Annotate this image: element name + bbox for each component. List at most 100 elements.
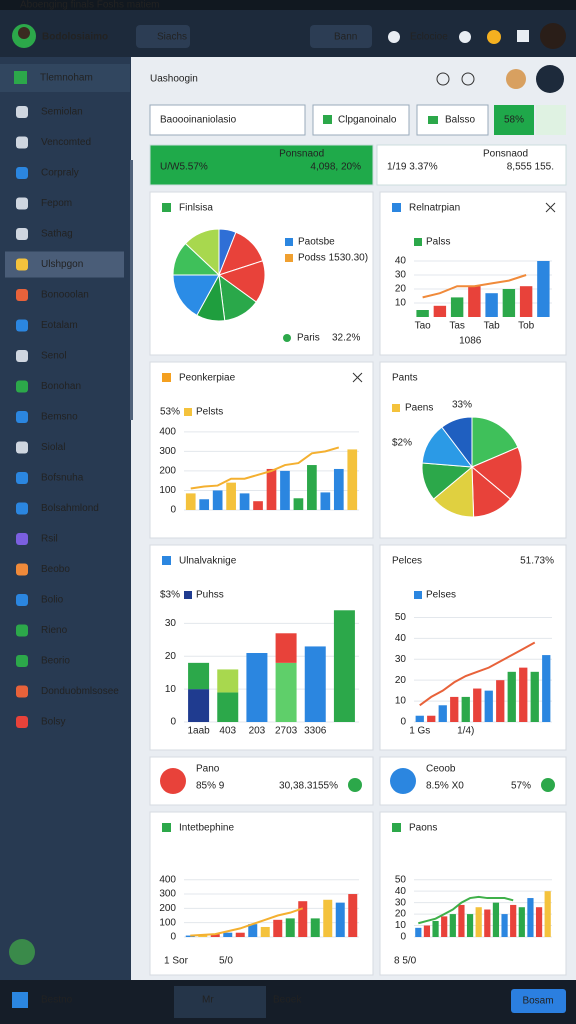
search-box[interactable] (136, 25, 190, 48)
x-tick-label: 203 (249, 726, 266, 737)
chat-icon[interactable] (459, 31, 471, 43)
x-tick-label: Tas (449, 321, 465, 332)
sidebar-item[interactable]: Sathag (41, 229, 73, 240)
sidebar-item[interactable]: Donduobmlsosee (41, 686, 119, 697)
sidebar-title: Tlemnoham (40, 73, 93, 84)
button-text[interactable]: Balsso (445, 115, 475, 126)
card-value: 57% (511, 781, 531, 792)
alert-icon[interactable] (487, 30, 501, 44)
sidebar-icon (16, 167, 28, 179)
bar (212, 490, 223, 510)
menu-box[interactable] (310, 25, 372, 48)
kpi-left: 1/19 3.37% (387, 162, 438, 173)
trend-line (190, 446, 340, 490)
sidebar-item[interactable]: Bonohan (41, 381, 81, 392)
taskbar-item[interactable]: Mr (202, 995, 214, 1006)
footer-label: 1086 (459, 336, 482, 347)
bar (185, 493, 196, 510)
panel-title: Pelces (392, 556, 422, 567)
sidebar-item[interactable]: Bofsnuha (41, 473, 84, 484)
button-icon (428, 116, 438, 124)
sidebar-item[interactable]: Senol (41, 351, 67, 362)
sidebar-item[interactable]: Bolsahmlond (41, 503, 99, 514)
account-text[interactable]: Eclocioe (410, 32, 448, 43)
legend-label: Pelsts (196, 407, 223, 418)
menu-text[interactable]: Bann (334, 32, 357, 43)
top-bar (0, 10, 576, 57)
kpi-note: Ponsnaod (483, 149, 528, 160)
taskbar-icon (12, 992, 28, 1008)
sidebar-item[interactable]: Siolal (41, 442, 65, 453)
sidebar-item[interactable]: Ulshpgon (41, 259, 83, 270)
sidebar-icon (16, 502, 28, 515)
pie-slice (184, 228, 220, 277)
sidebar-icon (16, 411, 28, 423)
panel (149, 811, 374, 976)
bar (416, 310, 429, 317)
select-text[interactable]: Baoooinaniolasio (160, 115, 237, 126)
button-text[interactable]: Clpganoinalo (338, 115, 397, 126)
sidebar-item[interactable]: Beobo (41, 564, 70, 575)
taskbar-item[interactable]: Beoek (273, 995, 302, 1006)
bar (188, 689, 210, 722)
button[interactable] (494, 105, 534, 135)
avatar-face (18, 27, 30, 39)
sidebar-item[interactable]: Fepom (41, 198, 72, 209)
y-tick-label: 20 (395, 909, 407, 920)
bar (475, 907, 482, 937)
sidebar-item[interactable]: Corpraly (41, 168, 79, 179)
sidebar-item[interactable]: Eotalam (41, 320, 78, 331)
gear-icon[interactable] (388, 31, 400, 43)
bar (304, 646, 326, 722)
menu-icon[interactable] (517, 30, 529, 42)
bar (320, 492, 331, 510)
sidebar-item[interactable]: Vencomted (41, 137, 91, 148)
sidebar-item[interactable]: Bolsy (41, 717, 65, 728)
bar (275, 633, 297, 663)
footer-label: 8 5/0 (394, 956, 417, 967)
panel-title: Finlsisa (179, 203, 213, 214)
legend-swatch (184, 408, 192, 416)
bar (484, 690, 493, 722)
search-text[interactable]: Siachs (157, 32, 187, 43)
profile-icon[interactable] (506, 69, 526, 89)
kpi-card (376, 144, 567, 186)
icon[interactable] (461, 72, 475, 86)
trend-line (418, 895, 514, 925)
sidebar-item[interactable]: Bolio (41, 595, 64, 606)
sidebar-item[interactable]: Semiolan (41, 107, 83, 118)
close-icon[interactable] (352, 372, 363, 383)
close-icon[interactable] (545, 202, 556, 213)
bar (458, 904, 465, 937)
bar (502, 289, 516, 317)
taskbar-item[interactable]: Bestno (41, 995, 73, 1006)
taskbar-button[interactable] (511, 989, 566, 1013)
user-avatar[interactable] (540, 23, 566, 49)
legend-swatch (285, 238, 293, 246)
card-icon (390, 768, 416, 794)
button-text[interactable]: 58% (504, 115, 524, 126)
taskbar-button-text[interactable]: Bosam (522, 996, 553, 1007)
sidebar-item[interactable]: Bemsno (41, 412, 78, 423)
sidebar-item[interactable]: Beorio (41, 656, 70, 667)
sidebar-icon (16, 716, 28, 728)
button[interactable] (536, 105, 566, 135)
axis-note: 53% (160, 407, 180, 418)
y-tick-label: 40 (395, 256, 407, 267)
sidebar-avatar[interactable] (9, 939, 35, 965)
kpi-card (149, 144, 374, 186)
card-value: 85% 9 (196, 781, 225, 792)
heart-icon (348, 778, 362, 792)
bar (537, 261, 550, 317)
icon[interactable] (436, 72, 450, 86)
sidebar-icon (16, 350, 28, 362)
select[interactable] (149, 104, 306, 136)
y-tick-label: 10 (165, 684, 177, 695)
sidebar-item[interactable]: Rieno (41, 625, 68, 636)
sidebar-item[interactable]: Bonooolan (41, 290, 89, 301)
sidebar-item[interactable]: Rsil (41, 534, 58, 545)
bar (298, 901, 308, 937)
footer-value: 32.2% (332, 333, 360, 344)
action-button[interactable] (536, 65, 564, 93)
